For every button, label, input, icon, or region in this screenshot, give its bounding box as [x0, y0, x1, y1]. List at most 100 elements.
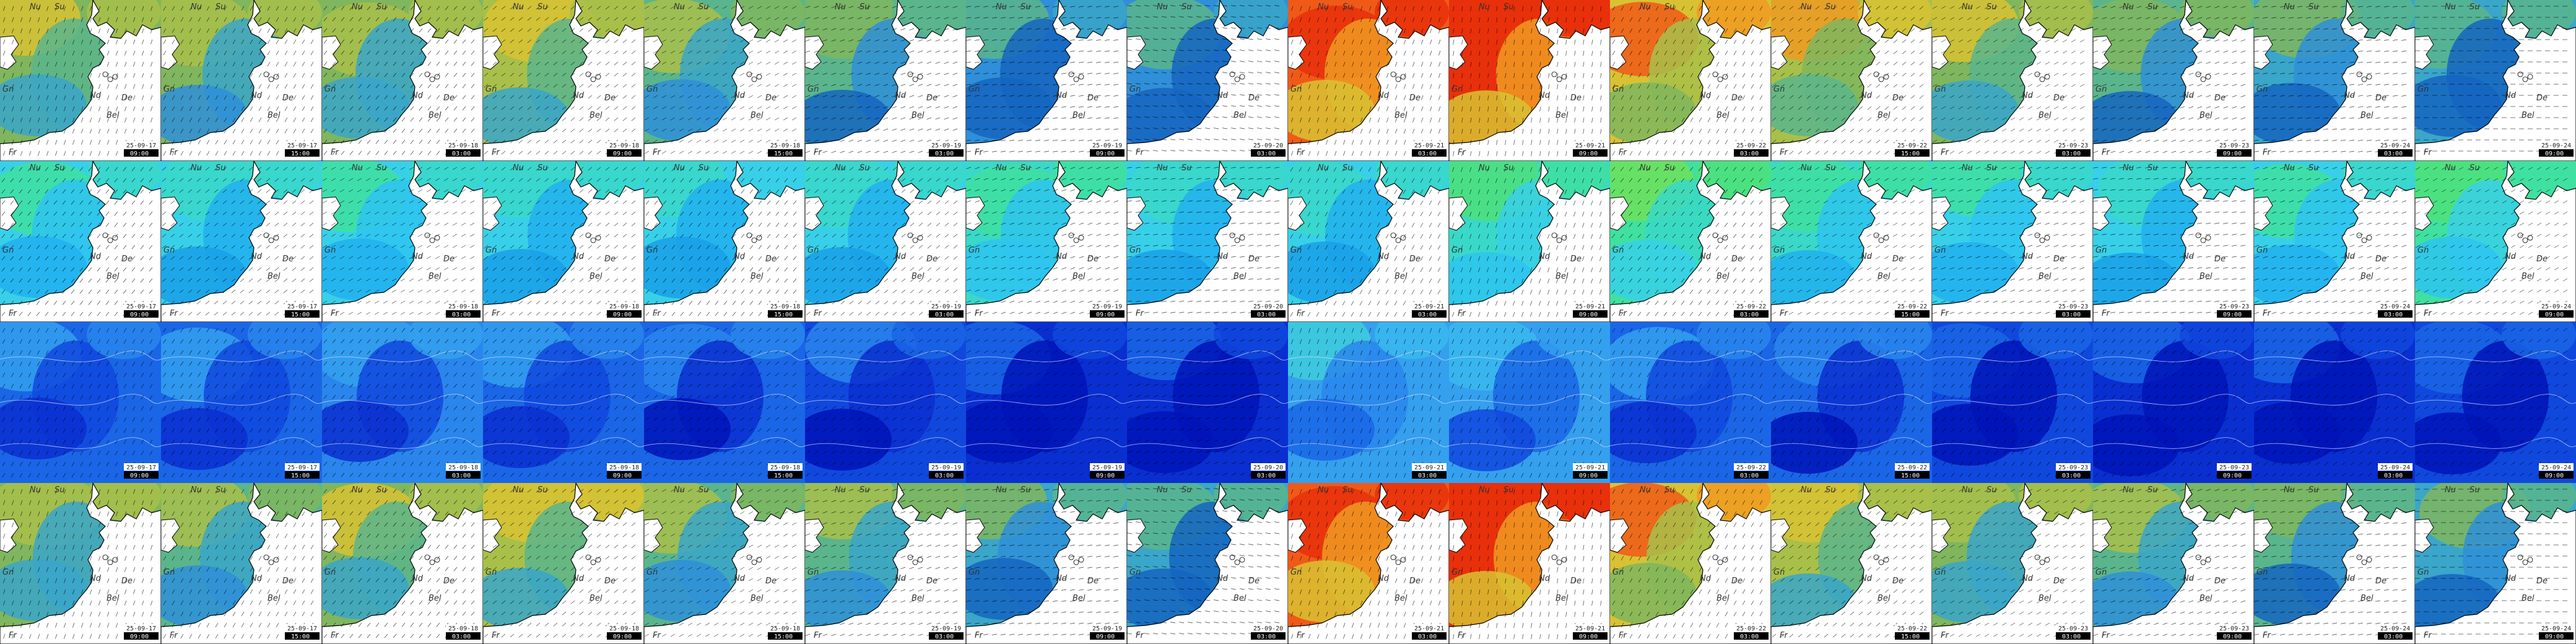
wind-arrow: [588, 95, 593, 99]
wind-arrow: [2136, 72, 2142, 76]
wind-arrow: [89, 39, 92, 45]
wind-arrow: [1266, 139, 1271, 141]
wind-arrow: [2306, 139, 2312, 141]
island: [2522, 76, 2528, 82]
wind-arrow: [10, 311, 14, 316]
wind-arrow: [231, 289, 236, 294]
wind-arrow: [1583, 28, 1585, 33]
land-mask: [161, 0, 322, 161]
wind-arrow: [1832, 39, 1837, 43]
wind-arrow: [1290, 128, 1294, 134]
wind-arrow: [952, 6, 958, 9]
wind-arrow: [2254, 17, 2260, 19]
wind-arrow: [696, 39, 702, 43]
wind-arrow: [1248, 61, 1254, 63]
wind-arrow: [339, 178, 345, 181]
wind-arrow: [150, 50, 153, 56]
wind-arrow: [2019, 117, 2024, 121]
wind-arrow: [1949, 50, 1955, 54]
wind-arrow: [1342, 106, 1346, 111]
wind-arrow: [150, 117, 153, 123]
wind-arrow: [309, 189, 314, 193]
wind-arrow: [331, 178, 336, 181]
wind-arrow: [302, 61, 305, 67]
wind-arrow: [1044, 17, 1050, 19]
field-contour: [1288, 80, 1375, 142]
wind-arrow: [1308, 84, 1311, 89]
wind-arrow: [501, 139, 506, 144]
wind-arrow: [892, 150, 897, 154]
uk-coast: [1771, 35, 1790, 70]
wind-arrow: [436, 106, 440, 111]
wind-arrow: [1815, 95, 1820, 99]
wind-arrow: [874, 150, 880, 154]
wind-arrow: [401, 150, 406, 155]
wind-arrow: [222, 267, 227, 271]
wind-arrow: [527, 28, 532, 32]
wind-arrow: [1583, 50, 1585, 56]
wind-arrow: [2280, 84, 2286, 85]
wind-arrow: [2367, 95, 2372, 97]
wind-arrow: [179, 311, 184, 316]
wind-arrow: [241, 84, 245, 89]
wind-arrow: [1557, 6, 1559, 11]
wind-arrow: [98, 17, 101, 22]
wind-arrow: [189, 128, 193, 134]
wind-arrow: [1087, 17, 1093, 19]
wind-arrow: [791, 39, 797, 43]
wind-arrow: [1403, 61, 1406, 67]
wind-arrow: [1231, 61, 1237, 63]
wind-arrow: [80, 128, 84, 134]
wind-arrow: [1513, 84, 1515, 89]
wind-arrow: [2206, 72, 2211, 76]
wind-arrow: [2071, 95, 2076, 98]
wind-arrow: [10, 189, 14, 194]
wind-arrow: [1274, 61, 1280, 63]
wind-arrow: [1096, 6, 1102, 7]
wind-arrow: [2062, 95, 2068, 98]
wind-arrow: [1205, 116, 1211, 118]
wind-arrow: [883, 84, 889, 87]
wind-arrow: [1325, 6, 1328, 11]
wind-arrow: [883, 28, 889, 31]
wind-arrow: [2079, 61, 2085, 65]
wind-arrow: [79, 300, 84, 305]
wind-arrow: [501, 150, 506, 155]
wind-arrow: [1144, 150, 1150, 152]
wind-arrow: [679, 28, 684, 32]
wind-arrow: [393, 28, 397, 33]
wind-arrow: [670, 95, 676, 98]
wind-arrow: [131, 178, 136, 183]
wind-arrow: [19, 300, 23, 305]
wind-arrow: [1655, 128, 1659, 134]
wind-arrow: [1984, 139, 1990, 143]
wind-arrow: [419, 150, 423, 155]
wind-arrow: [1368, 84, 1372, 89]
wind-arrow: [2332, 139, 2338, 141]
wind-arrow: [198, 6, 201, 11]
timestamp-time-box: [1251, 149, 1286, 157]
wind-arrow: [2289, 84, 2294, 85]
wind-arrow: [427, 106, 432, 111]
wind-arrow: [80, 117, 84, 123]
timestamp-time-box: [285, 310, 320, 318]
wind-arrow: [28, 117, 32, 123]
wind-arrow: [196, 267, 201, 271]
wind-arrow: [2384, 139, 2390, 141]
timestamp-time-box: [124, 310, 159, 318]
wind-arrow: [2036, 150, 2042, 154]
wind-arrow: [427, 39, 432, 44]
wind-arrow: [293, 72, 297, 78]
wind-arrow: [518, 17, 523, 21]
wind-arrow: [115, 95, 118, 100]
wind-arrow: [1351, 106, 1354, 111]
wind-arrow: [257, 278, 262, 282]
wind-arrow: [2145, 117, 2151, 120]
wind-arrow: [2297, 150, 2303, 152]
place-label-gb: Gn: [1612, 85, 1624, 94]
wind-arrow: [323, 139, 328, 144]
wind-arrow: [1453, 128, 1455, 134]
wind-arrow: [765, 117, 771, 121]
wind-arrow: [11, 50, 14, 56]
wind-arrow: [1360, 28, 1363, 33]
